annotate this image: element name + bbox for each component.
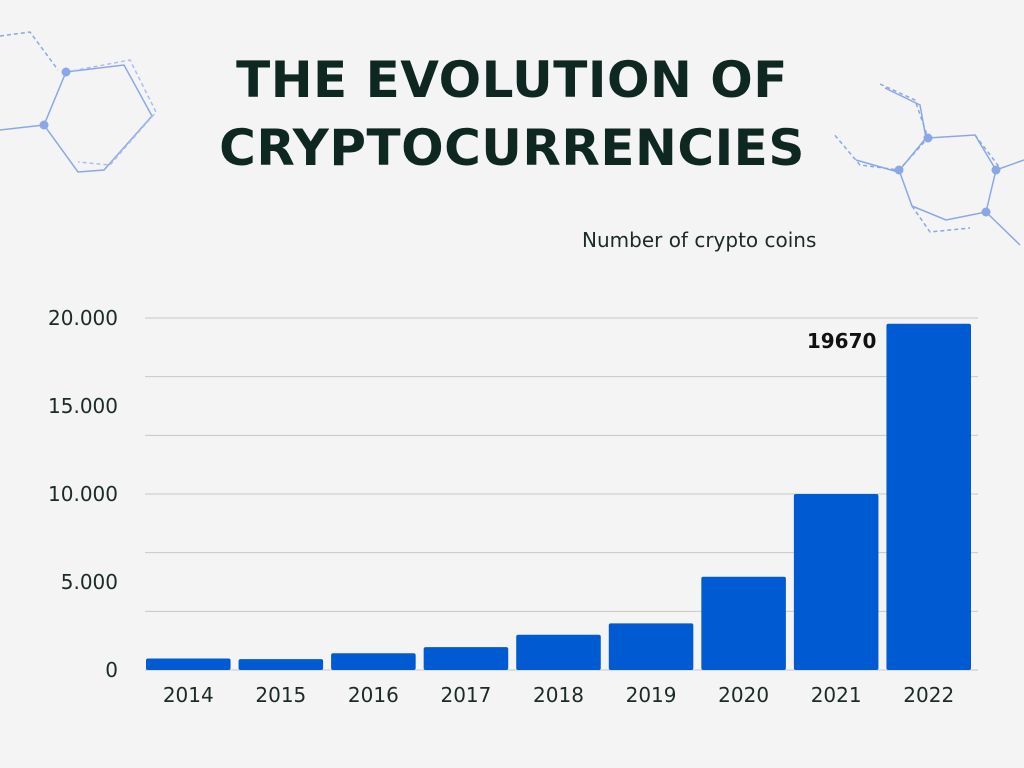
x-tick-label: 2018 xyxy=(533,683,584,707)
x-tick-label: 2021 xyxy=(811,683,862,707)
x-tick-label: 2015 xyxy=(255,683,306,707)
x-tick-label: 2016 xyxy=(348,683,399,707)
x-tick-label: 2017 xyxy=(440,683,491,707)
bar xyxy=(516,634,601,670)
bar xyxy=(886,323,971,670)
y-tick-label: 15.000 xyxy=(48,394,118,418)
bar xyxy=(423,647,509,670)
chart-subtitle: Number of crypto coins xyxy=(582,228,817,252)
bar xyxy=(793,494,879,670)
chart-title: THE EVOLUTION OF CRYPTOCURRENCIES xyxy=(0,46,1024,182)
bar xyxy=(238,659,324,670)
x-tick-label: 2014 xyxy=(163,683,214,707)
x-tick-label: 2022 xyxy=(903,683,954,707)
y-tick-label: 20.000 xyxy=(48,306,118,330)
data-label: 19670 xyxy=(807,329,877,353)
x-tick-label: 2019 xyxy=(626,683,677,707)
bar xyxy=(331,653,416,670)
y-tick-label: 0 xyxy=(105,658,118,682)
bar xyxy=(608,623,694,670)
bar xyxy=(146,658,231,670)
chart-title-line-2: CRYPTOCURRENCIES xyxy=(219,119,805,177)
chart-title-line-1: THE EVOLUTION OF xyxy=(236,51,788,109)
x-tick-label: 2020 xyxy=(718,683,769,707)
y-tick-label: 5.000 xyxy=(61,570,118,594)
y-tick-label: 10.000 xyxy=(48,482,118,506)
bar xyxy=(701,576,786,670)
